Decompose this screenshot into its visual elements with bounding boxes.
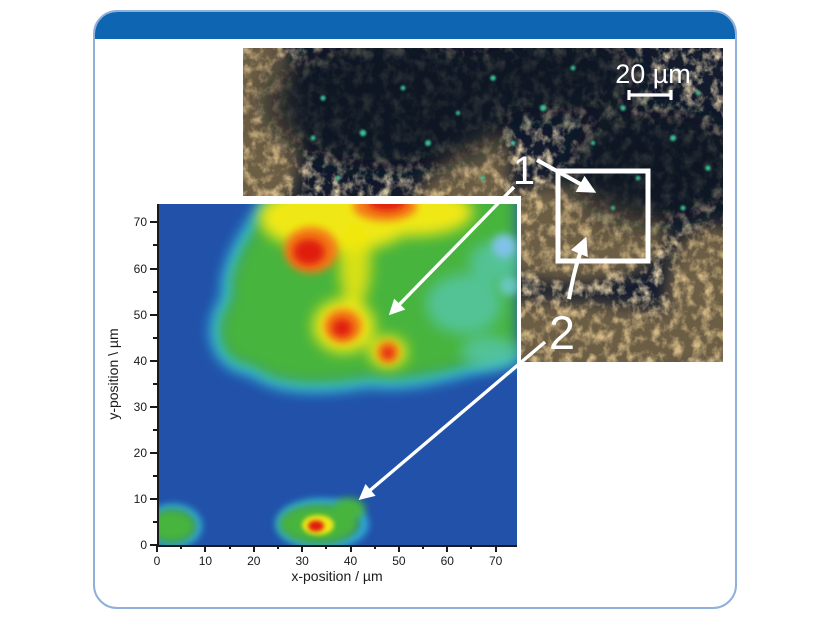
bottom-spots [159,498,368,545]
x-tick-label: 0 [153,554,161,568]
x-minor-tick [325,545,328,549]
y-minor-tick [153,336,157,339]
x-minor-tick [180,545,183,549]
raman-map-figure: x-position / µm y-position \ µm 0 10 20 30 4… [99,196,521,594]
y-minor-tick [153,428,157,431]
y-major-tick [150,544,157,546]
y-minor-tick [153,244,157,247]
x-major-tick [494,545,497,552]
x-minor-tick [228,545,231,549]
y-tick-label: 50 [133,307,147,322]
y-tick-label: 60 [133,261,147,276]
y-major-tick [150,221,157,224]
y-major-tick [150,359,157,362]
y-major-tick [150,267,157,270]
y-major-tick [150,451,157,454]
y-tick-label: 10 [133,491,147,506]
x-axis-label: x-position / µm [291,568,383,584]
x-tick-label: 50 [392,554,406,568]
y-tick-label: 30 [133,399,147,414]
y-minor-tick [153,520,157,523]
y-minor-tick [153,290,157,293]
x-tick-label: 40 [343,554,358,568]
x-minor-tick [276,545,279,549]
x-tick-label: 20 [247,554,261,568]
heatmap-plot-area [157,204,517,547]
y-minor-tick [153,382,157,385]
y-major-tick [150,313,157,316]
y-major-tick [150,497,157,500]
y-tick-label: 40 [133,353,147,368]
x-major-tick [156,545,158,552]
x-major-tick [252,545,255,552]
red-hotspots [293,204,406,359]
heatmap-image [159,204,517,545]
x-minor-tick [373,545,376,549]
y-tick-label: 70 [133,215,147,230]
y-tick-label: 20 [133,445,147,460]
x-tick-label: 30 [295,554,309,568]
x-major-tick [301,545,304,552]
y-minor-tick [153,474,157,477]
x-tick-label: 10 [198,554,213,568]
x-minor-tick [470,545,473,549]
x-minor-tick [422,545,425,549]
x-major-tick [446,545,449,552]
y-tick-label: 0 [140,538,147,552]
card-header-bar [95,12,735,39]
y-major-tick [150,405,157,408]
dark-phase-regions [268,48,723,224]
y-axis-label: y-position \ µm [105,328,121,420]
x-tick-label: 60 [440,554,454,568]
x-major-tick [397,545,400,552]
x-major-tick [204,545,207,552]
x-tick-label: 70 [488,554,503,568]
x-major-tick [349,545,352,552]
